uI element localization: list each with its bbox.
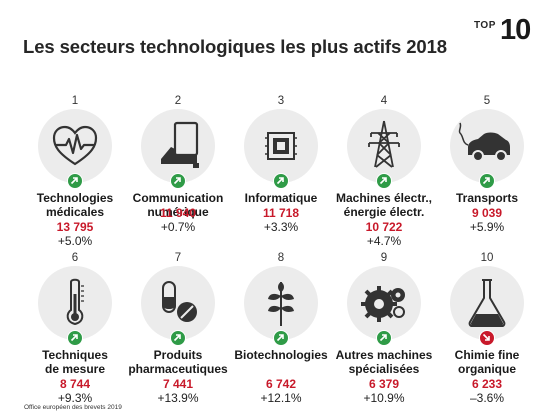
- sector-icon-circle: [450, 109, 524, 183]
- flask-icon: [450, 266, 524, 340]
- sector-change: +3.3%: [228, 220, 334, 234]
- sector-count: 11 718: [228, 206, 334, 220]
- trend-up-icon: [479, 173, 495, 189]
- pill-icon: [141, 266, 215, 340]
- sector-rank: 7: [125, 252, 231, 264]
- sector-change: +9.3%: [22, 391, 128, 405]
- sector-name: Techniques de mesure: [16, 349, 134, 376]
- sector-icon-circle: [450, 266, 524, 340]
- sector-count: 6 233: [434, 377, 540, 391]
- sector-rank: 1: [22, 95, 128, 107]
- sector-change: +12.1%: [228, 391, 334, 405]
- trend-up-icon: [376, 330, 392, 346]
- sector-change: +0.7%: [125, 220, 231, 234]
- top-badge-word: TOP: [474, 20, 496, 31]
- trend-up-icon: [67, 330, 83, 346]
- sector-item: 6 Techniques de mesure 8 744 +9.3%: [22, 252, 128, 392]
- top-badge: TOP 10: [474, 14, 534, 48]
- sector-count: 9 039: [434, 206, 540, 220]
- sector-name: Chimie fine organique: [428, 349, 546, 376]
- sector-item: 2 Communication numérique 11 940 +0.7%: [125, 95, 231, 235]
- sector-rank: 6: [22, 252, 128, 264]
- sector-change: +5.9%: [434, 220, 540, 234]
- sector-name: Biotechnologies: [222, 349, 340, 363]
- sector-icon-circle: [38, 109, 112, 183]
- sector-count: 11 940: [125, 206, 231, 220]
- sector-name: Transports: [428, 192, 546, 206]
- trend-up-icon: [170, 173, 186, 189]
- sector-change: +13.9%: [125, 391, 231, 405]
- sector-rank: 8: [228, 252, 334, 264]
- thermometer-icon: [38, 266, 112, 340]
- sector-change: –3.6%: [434, 391, 540, 405]
- sector-icon-circle: [141, 266, 215, 340]
- page-title: Les secteurs technologiques les plus act…: [23, 36, 447, 58]
- source-note: Office européen des brevets 2019: [24, 404, 122, 411]
- sector-rank: 3: [228, 95, 334, 107]
- sector-item: 3 Informatique 11 718 +3.3%: [228, 95, 334, 235]
- sector-rank: 4: [331, 95, 437, 107]
- sector-count: 7 441: [125, 377, 231, 391]
- plant-icon: [244, 266, 318, 340]
- chip-icon: [244, 109, 318, 183]
- sector-item: 1 Technologies médicales 13 795 +5.0%: [22, 95, 128, 235]
- trend-up-icon: [67, 173, 83, 189]
- car-icon: [450, 109, 524, 183]
- sector-icon-circle: [141, 109, 215, 183]
- sector-count: 8 744: [22, 377, 128, 391]
- sector-name: Technologies médicales: [16, 192, 134, 219]
- sector-icon-circle: [347, 266, 421, 340]
- sector-count: 6 742: [228, 377, 334, 391]
- sector-item: 9 Autres machines spécialisées 6 379 +10…: [331, 252, 437, 392]
- sector-item: 10 Chimie fine organique 6 233 –3.6%: [434, 252, 540, 392]
- trend-down-icon: [479, 330, 495, 346]
- top-badge-number: 10: [500, 14, 530, 46]
- sector-name: Informatique: [222, 192, 340, 206]
- sector-name: Machines électr., énergie électr.: [325, 192, 443, 219]
- sector-count: 10 722: [331, 220, 437, 234]
- trend-up-icon: [273, 330, 289, 346]
- sector-change: +4.7%: [331, 234, 437, 248]
- trend-up-icon: [273, 173, 289, 189]
- tablet-icon: [141, 109, 215, 183]
- trend-up-icon: [376, 173, 392, 189]
- heart-pulse-icon: [38, 109, 112, 183]
- sector-rank: 2: [125, 95, 231, 107]
- sector-change: +10.9%: [331, 391, 437, 405]
- gears-icon: [347, 266, 421, 340]
- sector-count: 6 379: [331, 377, 437, 391]
- sector-item: 8 Biotechnologies 6 742 +12.1%: [228, 252, 334, 392]
- sector-name: Autres machines spécialisées: [325, 349, 443, 376]
- sector-icon-circle: [244, 266, 318, 340]
- sector-item: 5 Transports 9 039 +5.9%: [434, 95, 540, 235]
- sector-icon-circle: [244, 109, 318, 183]
- sector-count: 13 795: [22, 220, 128, 234]
- sector-rank: 5: [434, 95, 540, 107]
- sector-change: +5.0%: [22, 234, 128, 248]
- sector-item: 7 Produits pharmaceutiques 7 441 +13.9%: [125, 252, 231, 392]
- sector-icon-circle: [38, 266, 112, 340]
- sector-rank: 10: [434, 252, 540, 264]
- sector-name: Produits pharmaceutiques: [119, 349, 237, 376]
- sector-icon-circle: [347, 109, 421, 183]
- sector-item: 4 Machines électr., énergie électr. 10 7…: [331, 95, 437, 235]
- trend-up-icon: [170, 330, 186, 346]
- sector-rank: 9: [331, 252, 437, 264]
- pylon-icon: [347, 109, 421, 183]
